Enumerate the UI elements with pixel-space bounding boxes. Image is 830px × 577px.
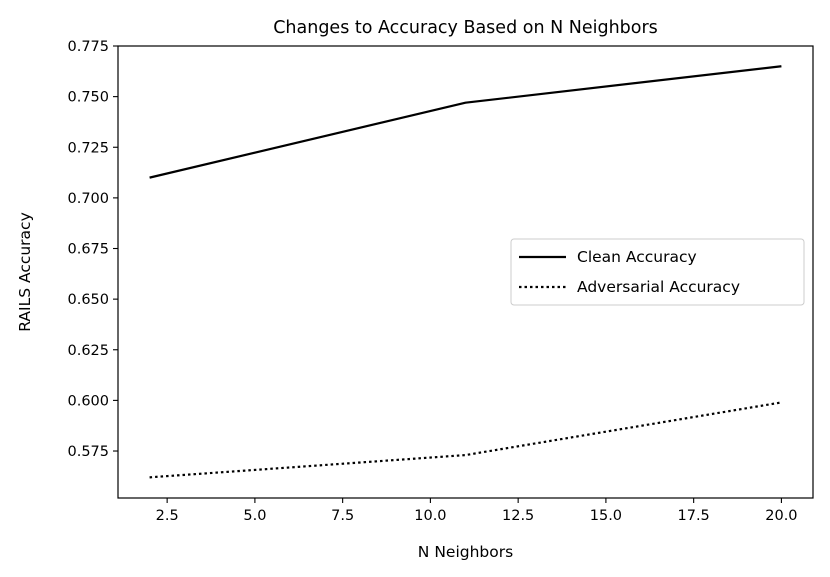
legend-label: Adversarial Accuracy xyxy=(577,278,740,296)
y-tick-label: 0.750 xyxy=(67,90,109,106)
x-tick-label: 2.5 xyxy=(156,508,179,524)
x-tick-label: 15.0 xyxy=(590,508,622,524)
y-tick-label: 0.725 xyxy=(67,140,109,156)
series-line-clean-accuracy xyxy=(149,65,782,179)
x-axis-ticks: 2.5 5.0 7.5 10.0 12.5 15.0 17.5 20.0 xyxy=(156,498,798,524)
y-axis-ticks: 0.575 0.600 0.625 0.650 0.675 0.700 0.725 0.750… xyxy=(67,39,118,460)
legend-label: Clean Accuracy xyxy=(577,248,697,266)
x-tick-label: 5.0 xyxy=(243,508,266,524)
y-tick-label: 0.575 xyxy=(67,444,109,460)
plot-frame xyxy=(117,45,814,499)
x-tick-label: 17.5 xyxy=(678,508,710,524)
y-tick-label: 0.600 xyxy=(67,393,109,409)
chart-title: Changes to Accuracy Based on N Neighbors xyxy=(273,18,658,38)
y-tick-label: 0.775 xyxy=(67,39,109,55)
x-tick-label: 10.0 xyxy=(414,508,446,524)
x-tick-label: 7.5 xyxy=(331,508,354,524)
legend-box xyxy=(510,238,805,306)
series-lines xyxy=(149,65,782,479)
y-tick-label: 0.650 xyxy=(67,292,109,308)
x-axis-label: N Neighbors xyxy=(418,543,513,561)
legend: Clean Accuracy Adversarial Accuracy xyxy=(510,238,805,306)
y-tick-label: 0.625 xyxy=(67,343,109,359)
y-tick-label: 0.700 xyxy=(67,191,109,207)
x-tick-label: 20.0 xyxy=(765,508,797,524)
y-tick-label: 0.675 xyxy=(67,242,109,258)
series-line-adversarial-accuracy xyxy=(149,401,782,479)
y-axis-label: RAILS Accuracy xyxy=(16,212,34,331)
x-tick-label: 12.5 xyxy=(502,508,534,524)
plot-area: 2.5 5.0 7.5 10.0 12.5 15.0 17.5 20.0 0.575 0.600… xyxy=(67,39,814,524)
